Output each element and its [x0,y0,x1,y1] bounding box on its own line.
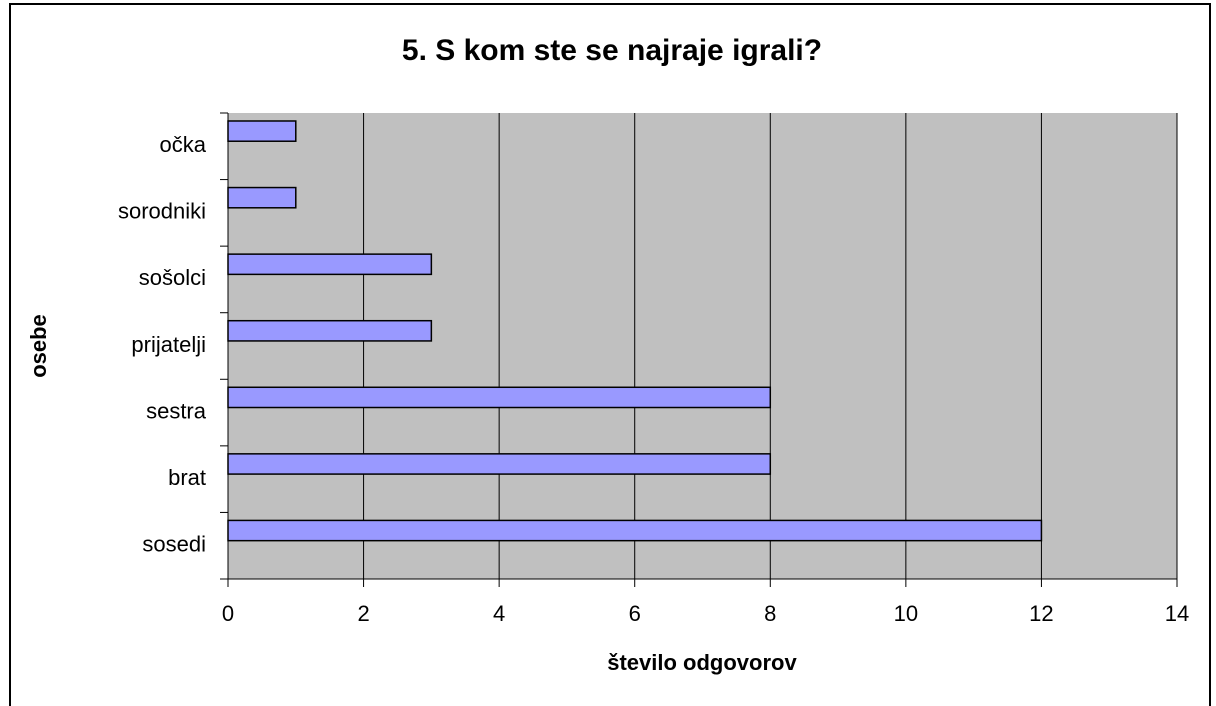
y-tick-label: sošolci [139,265,206,290]
plot-area [228,113,1177,579]
y-tick-label: prijatelji [131,332,206,357]
x-tick-label: 12 [1029,601,1053,626]
bar [227,453,772,475]
x-tick-label: 8 [764,601,776,626]
x-tick-label: 4 [493,601,505,626]
y-axis-label: osebe [26,314,51,378]
x-tick-label: 10 [894,601,918,626]
y-tick-label: sorodniki [118,199,206,224]
y-tick-label: sosedi [142,532,206,557]
chart-title: 5. S kom ste se najraje igrali? [402,34,822,67]
y-tick-label: brat [168,465,206,490]
x-axis-label: število odgovorov [607,650,797,675]
x-tick-label: 6 [629,601,641,626]
bar [227,186,297,209]
y-tick-label: sestra [146,398,207,423]
bar [227,253,433,276]
bar [227,519,1043,542]
bar [227,319,433,342]
bar [227,386,772,409]
x-tick-label: 2 [357,601,369,626]
x-tick-label: 0 [222,601,234,626]
x-tick-label: 14 [1165,601,1189,626]
y-tick-label: očka [160,132,207,157]
bar [227,120,297,142]
